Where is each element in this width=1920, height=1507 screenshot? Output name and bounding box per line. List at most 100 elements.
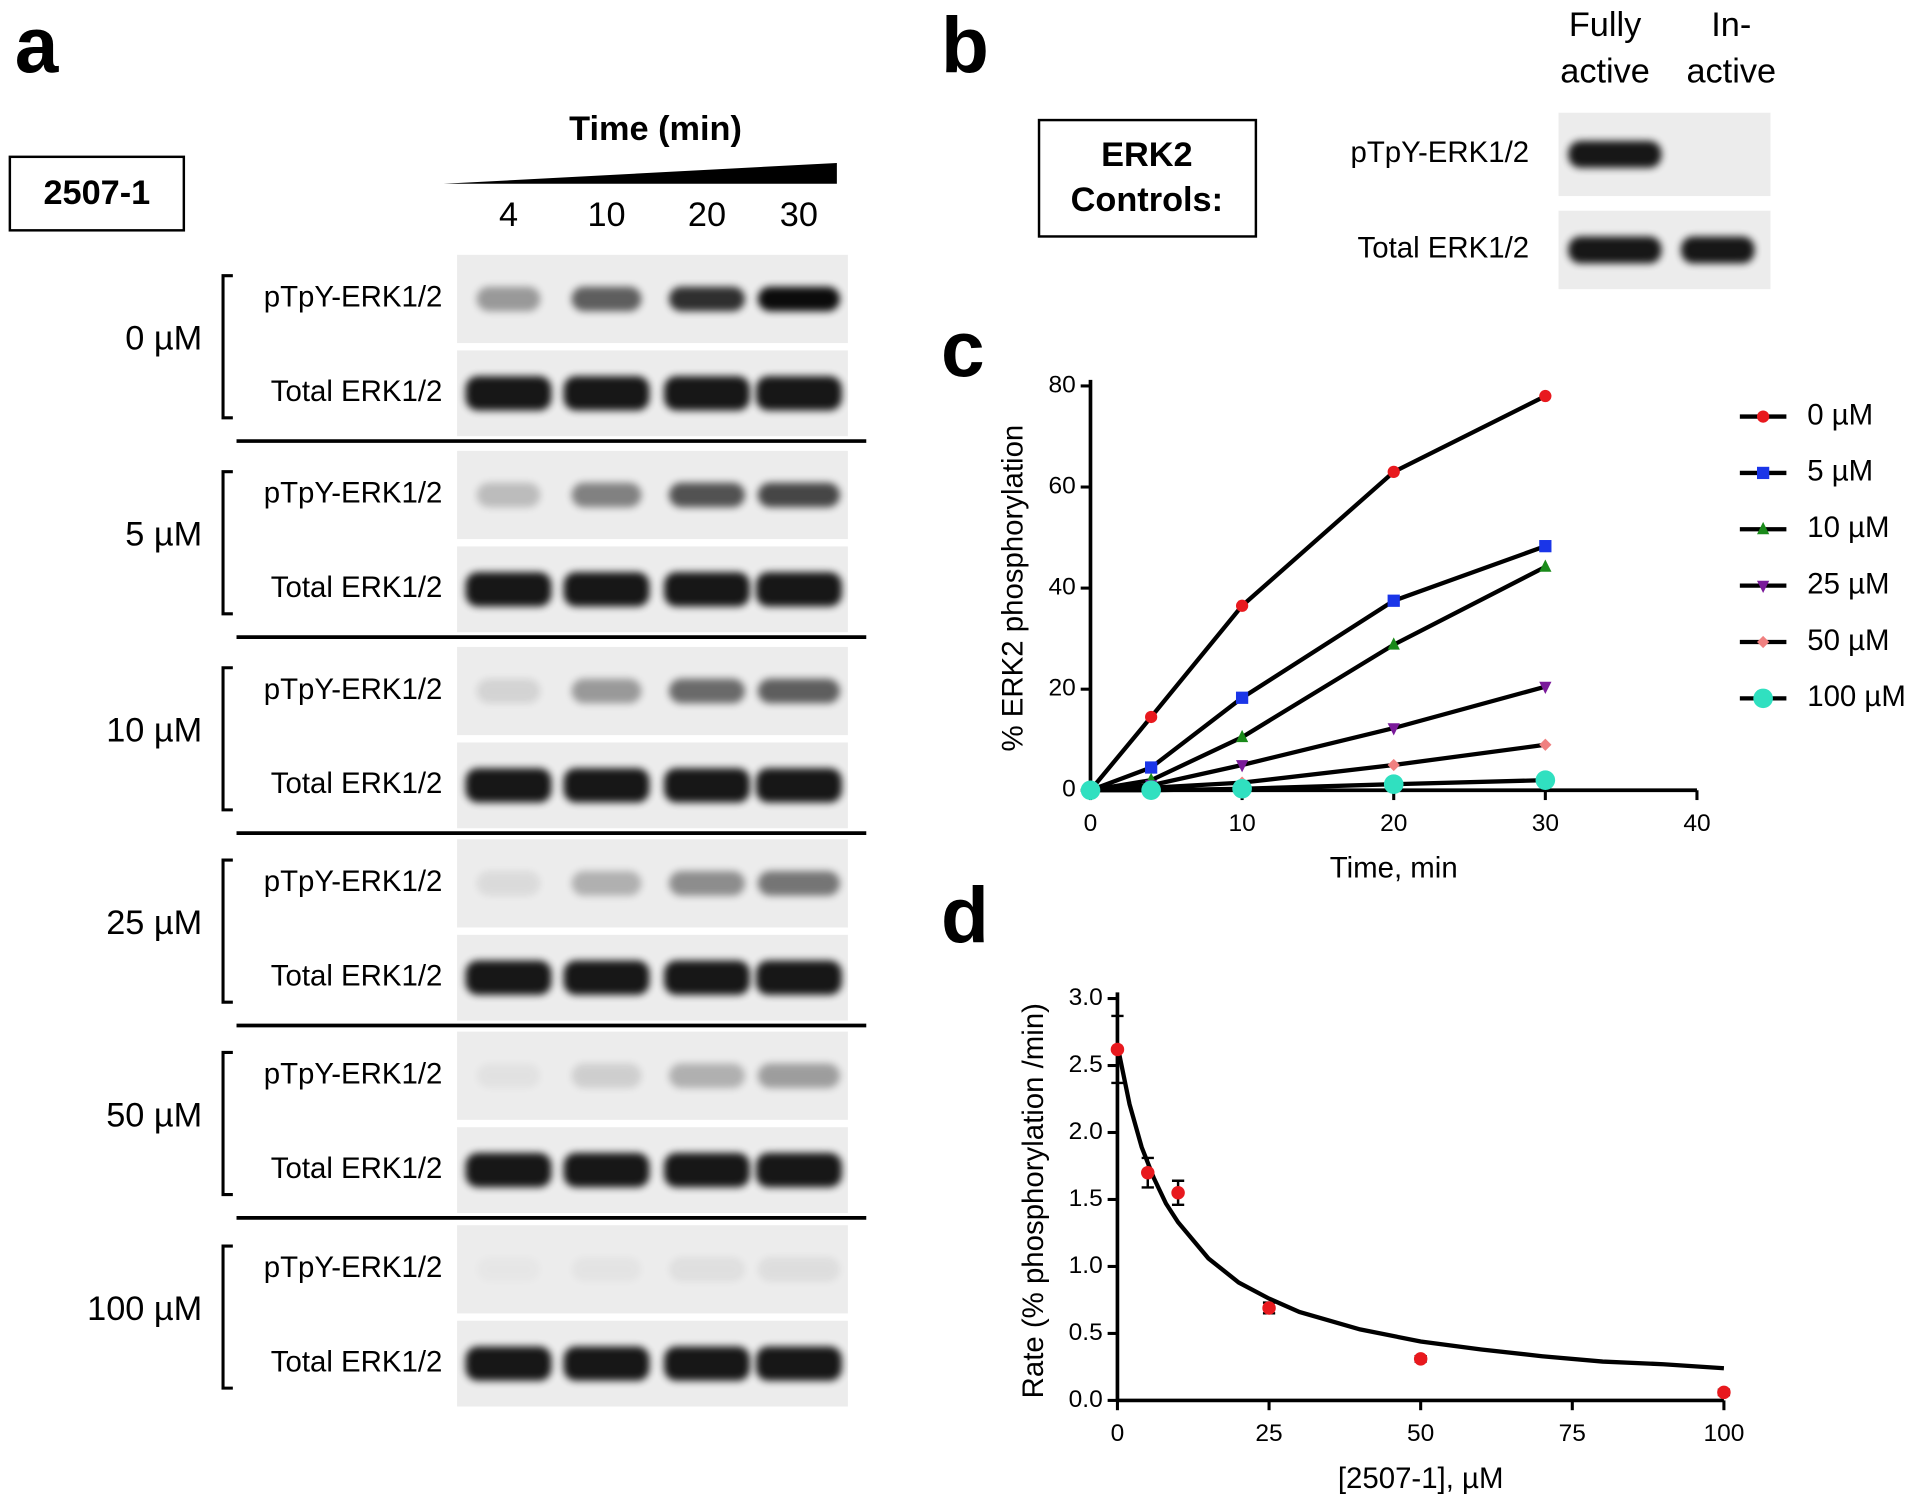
point: [1413, 1352, 1428, 1366]
concentration-label: 0 µM: [125, 320, 202, 358]
blot-band: [664, 376, 750, 411]
blot-band: [571, 871, 642, 896]
blot-band: [563, 768, 650, 803]
legend-label: 10 µM: [1807, 511, 1889, 544]
blot-band: [669, 871, 745, 896]
controls-box: [1037, 118, 1258, 238]
blot-band: [465, 1346, 552, 1381]
row-label: Total ERK1/2: [271, 571, 443, 604]
marker: [1539, 681, 1552, 695]
legend-label: 5 µM: [1807, 455, 1873, 488]
y-tick-label: 0.0: [1069, 1386, 1103, 1413]
y-tick-label: 3.0: [1069, 984, 1103, 1011]
blot-band: [465, 572, 552, 607]
blot-band: [664, 768, 750, 803]
x-axis-label: Time, min: [1330, 852, 1458, 885]
blot-band: [571, 678, 642, 704]
marker: [1141, 780, 1161, 801]
controls-label: Controls:: [1071, 181, 1223, 219]
blot-band: [664, 1152, 750, 1188]
y-tick-label: 2.0: [1069, 1118, 1103, 1145]
bracket: [221, 470, 233, 616]
legend-marker: [1756, 580, 1770, 593]
marker: [1387, 637, 1400, 650]
blot-band: [465, 960, 552, 995]
marker: [1539, 389, 1552, 403]
y-tick-label: 0: [1062, 776, 1076, 803]
x-tick-label: 40: [1683, 810, 1710, 837]
row-label: Total ERK1/2: [271, 959, 443, 992]
marker: [1145, 761, 1158, 774]
legend-label: 50 µM: [1807, 624, 1889, 657]
marker: [1235, 729, 1249, 743]
blot-band: [664, 960, 750, 995]
y-tick-label: 20: [1049, 675, 1076, 702]
point: [1171, 1186, 1185, 1200]
marker: [1387, 465, 1400, 478]
concentration-label: 10 µM: [106, 712, 202, 750]
row-label: Total ERK1/2: [1358, 232, 1530, 265]
blot-band: [757, 1063, 840, 1088]
blot-band: [476, 1063, 541, 1088]
legend-marker: [1756, 466, 1770, 480]
row-label: pTpY-ERK1/2: [264, 1057, 443, 1090]
marker: [1235, 599, 1249, 612]
legend-marker: [1753, 688, 1773, 709]
panel-label: c: [941, 305, 985, 393]
blot-band: [756, 572, 842, 607]
y-tick-label: 60: [1049, 472, 1076, 499]
concentration-label: 5 µM: [125, 516, 202, 554]
row-label: Total ERK1/2: [271, 1345, 443, 1378]
blot-band: [757, 678, 840, 704]
marker: [1235, 691, 1249, 704]
point: [1141, 1165, 1155, 1180]
blot-band: [563, 960, 650, 995]
row-label: pTpY-ERK1/2: [264, 477, 443, 510]
legend-label: 0 µM: [1807, 398, 1873, 431]
blot-band: [563, 1346, 650, 1381]
blot-band: [757, 1257, 840, 1282]
panel-label: a: [15, 1, 60, 89]
y-tick-label: 1.5: [1069, 1185, 1103, 1212]
panel-label: d: [941, 871, 989, 959]
blot-band: [563, 572, 650, 607]
point: [1717, 1385, 1731, 1400]
panel-label: b: [941, 1, 989, 89]
blot-band: [465, 1152, 552, 1188]
blot-band: [664, 1346, 750, 1381]
blot-band: [669, 678, 745, 704]
blot-band: [757, 482, 840, 508]
blot-band: [476, 482, 541, 508]
blot-band: [571, 286, 642, 312]
x-tick-label: 20: [1380, 810, 1407, 837]
compound-box: [8, 155, 186, 232]
column-label: active: [1686, 53, 1776, 91]
concentration-label: 100 µM: [87, 1290, 202, 1328]
series-line: [1088, 394, 1547, 792]
x-tick-label: 75: [1559, 1420, 1586, 1447]
marker: [1539, 540, 1552, 553]
time-label: 20: [688, 196, 726, 234]
blot-band: [572, 1257, 642, 1282]
legend-marker: [1756, 521, 1770, 535]
bracket: [221, 1244, 233, 1390]
blot-band: [669, 482, 745, 508]
time-title: Time (min): [569, 110, 742, 148]
time-label: 4: [499, 196, 518, 234]
y-tick-label: 2.5: [1069, 1051, 1103, 1078]
blot-band: [465, 376, 552, 411]
blot-band: [756, 376, 842, 411]
blot-band: [669, 1257, 745, 1282]
row-label: pTpY-ERK1/2: [1350, 136, 1529, 169]
blot-band: [571, 1063, 642, 1088]
x-tick-label: 0: [1084, 810, 1098, 837]
row-label: pTpY-ERK1/2: [264, 865, 443, 898]
time-wedge: [443, 162, 837, 184]
legend-marker: [1756, 635, 1770, 649]
point: [1110, 1042, 1125, 1057]
blot-band: [1681, 236, 1755, 264]
y-tick-label: 0.5: [1069, 1319, 1103, 1346]
blot-band: [476, 678, 541, 704]
compound-label: 2507-1: [43, 174, 150, 212]
